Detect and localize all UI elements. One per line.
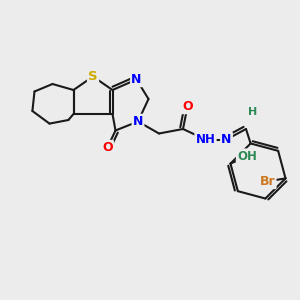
Text: H: H — [248, 106, 257, 117]
Text: N: N — [221, 133, 232, 146]
Text: O: O — [102, 141, 113, 154]
Text: S: S — [88, 70, 98, 83]
Text: N: N — [133, 115, 143, 128]
Text: O: O — [182, 100, 193, 113]
Text: N: N — [131, 73, 142, 86]
Text: OH: OH — [237, 150, 257, 163]
Text: NH: NH — [196, 133, 215, 146]
Text: Br: Br — [260, 175, 275, 188]
